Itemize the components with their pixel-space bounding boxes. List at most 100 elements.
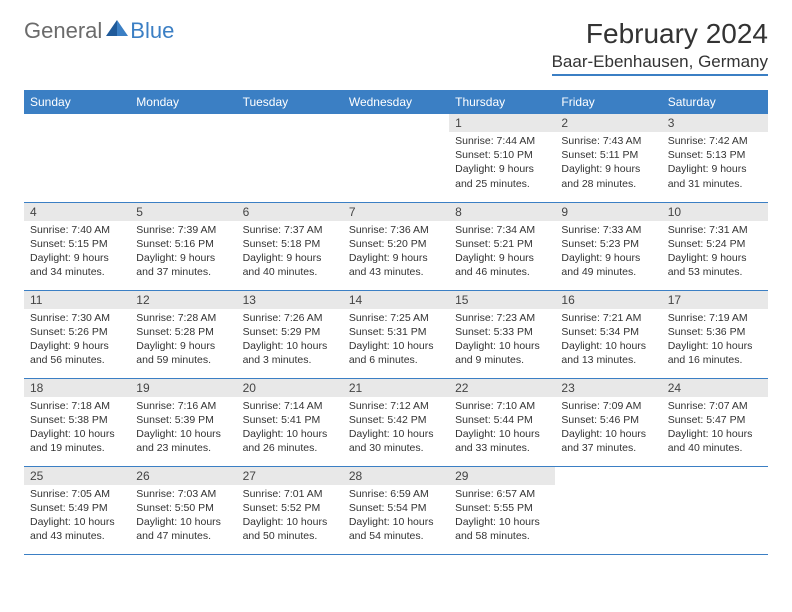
day-number: 23 bbox=[555, 379, 661, 397]
calendar-cell bbox=[237, 114, 343, 202]
day-details: Sunrise: 7:07 AMSunset: 5:47 PMDaylight:… bbox=[662, 397, 768, 460]
day-details: Sunrise: 7:10 AMSunset: 5:44 PMDaylight:… bbox=[449, 397, 555, 460]
day-number: 9 bbox=[555, 203, 661, 221]
day-number: 12 bbox=[130, 291, 236, 309]
day-number: 26 bbox=[130, 467, 236, 485]
day-number: 7 bbox=[343, 203, 449, 221]
day-number: 4 bbox=[24, 203, 130, 221]
calendar-cell: 1Sunrise: 7:44 AMSunset: 5:10 PMDaylight… bbox=[449, 114, 555, 202]
month-title: February 2024 bbox=[552, 18, 768, 50]
day-details: Sunrise: 7:40 AMSunset: 5:15 PMDaylight:… bbox=[24, 221, 130, 284]
calendar-cell: 28Sunrise: 6:59 AMSunset: 5:54 PMDayligh… bbox=[343, 466, 449, 554]
day-number: 3 bbox=[662, 114, 768, 132]
day-number: 28 bbox=[343, 467, 449, 485]
calendar-cell: 4Sunrise: 7:40 AMSunset: 5:15 PMDaylight… bbox=[24, 202, 130, 290]
day-number: 13 bbox=[237, 291, 343, 309]
day-number: 6 bbox=[237, 203, 343, 221]
day-number: 1 bbox=[449, 114, 555, 132]
day-details: Sunrise: 7:05 AMSunset: 5:49 PMDaylight:… bbox=[24, 485, 130, 548]
calendar-cell: 5Sunrise: 7:39 AMSunset: 5:16 PMDaylight… bbox=[130, 202, 236, 290]
calendar-cell bbox=[662, 466, 768, 554]
calendar-row: 1Sunrise: 7:44 AMSunset: 5:10 PMDaylight… bbox=[24, 114, 768, 202]
calendar-row: 11Sunrise: 7:30 AMSunset: 5:26 PMDayligh… bbox=[24, 290, 768, 378]
day-number: 2 bbox=[555, 114, 661, 132]
day-number: 27 bbox=[237, 467, 343, 485]
day-details: Sunrise: 7:14 AMSunset: 5:41 PMDaylight:… bbox=[237, 397, 343, 460]
calendar-body: 1Sunrise: 7:44 AMSunset: 5:10 PMDaylight… bbox=[24, 114, 768, 554]
day-details: Sunrise: 7:28 AMSunset: 5:28 PMDaylight:… bbox=[130, 309, 236, 372]
day-details: Sunrise: 7:34 AMSunset: 5:21 PMDaylight:… bbox=[449, 221, 555, 284]
calendar-cell: 13Sunrise: 7:26 AMSunset: 5:29 PMDayligh… bbox=[237, 290, 343, 378]
weekday-header: Friday bbox=[555, 90, 661, 114]
weekday-header-row: SundayMondayTuesdayWednesdayThursdayFrid… bbox=[24, 90, 768, 114]
calendar-cell: 18Sunrise: 7:18 AMSunset: 5:38 PMDayligh… bbox=[24, 378, 130, 466]
day-number: 8 bbox=[449, 203, 555, 221]
calendar-cell: 14Sunrise: 7:25 AMSunset: 5:31 PMDayligh… bbox=[343, 290, 449, 378]
day-details: Sunrise: 7:16 AMSunset: 5:39 PMDaylight:… bbox=[130, 397, 236, 460]
weekday-header: Sunday bbox=[24, 90, 130, 114]
day-details: Sunrise: 7:30 AMSunset: 5:26 PMDaylight:… bbox=[24, 309, 130, 372]
day-details: Sunrise: 7:09 AMSunset: 5:46 PMDaylight:… bbox=[555, 397, 661, 460]
day-details: Sunrise: 6:59 AMSunset: 5:54 PMDaylight:… bbox=[343, 485, 449, 548]
logo-text-blue: Blue bbox=[130, 18, 174, 43]
calendar-cell: 27Sunrise: 7:01 AMSunset: 5:52 PMDayligh… bbox=[237, 466, 343, 554]
calendar-cell bbox=[343, 114, 449, 202]
calendar-cell bbox=[130, 114, 236, 202]
weekday-header: Saturday bbox=[662, 90, 768, 114]
day-number: 15 bbox=[449, 291, 555, 309]
day-number: 22 bbox=[449, 379, 555, 397]
day-details: Sunrise: 7:21 AMSunset: 5:34 PMDaylight:… bbox=[555, 309, 661, 372]
day-details: Sunrise: 7:23 AMSunset: 5:33 PMDaylight:… bbox=[449, 309, 555, 372]
calendar-table: SundayMondayTuesdayWednesdayThursdayFrid… bbox=[24, 90, 768, 555]
day-details: Sunrise: 7:12 AMSunset: 5:42 PMDaylight:… bbox=[343, 397, 449, 460]
calendar-cell: 11Sunrise: 7:30 AMSunset: 5:26 PMDayligh… bbox=[24, 290, 130, 378]
day-details: Sunrise: 7:19 AMSunset: 5:36 PMDaylight:… bbox=[662, 309, 768, 372]
day-details: Sunrise: 7:18 AMSunset: 5:38 PMDaylight:… bbox=[24, 397, 130, 460]
day-details: Sunrise: 6:57 AMSunset: 5:55 PMDaylight:… bbox=[449, 485, 555, 548]
day-details: Sunrise: 7:42 AMSunset: 5:13 PMDaylight:… bbox=[662, 132, 768, 195]
calendar-row: 4Sunrise: 7:40 AMSunset: 5:15 PMDaylight… bbox=[24, 202, 768, 290]
day-details: Sunrise: 7:44 AMSunset: 5:10 PMDaylight:… bbox=[449, 132, 555, 195]
calendar-cell: 2Sunrise: 7:43 AMSunset: 5:11 PMDaylight… bbox=[555, 114, 661, 202]
day-details: Sunrise: 7:25 AMSunset: 5:31 PMDaylight:… bbox=[343, 309, 449, 372]
calendar-row: 18Sunrise: 7:18 AMSunset: 5:38 PMDayligh… bbox=[24, 378, 768, 466]
day-details: Sunrise: 7:39 AMSunset: 5:16 PMDaylight:… bbox=[130, 221, 236, 284]
calendar-cell: 29Sunrise: 6:57 AMSunset: 5:55 PMDayligh… bbox=[449, 466, 555, 554]
day-number: 10 bbox=[662, 203, 768, 221]
day-details: Sunrise: 7:03 AMSunset: 5:50 PMDaylight:… bbox=[130, 485, 236, 548]
calendar-cell: 12Sunrise: 7:28 AMSunset: 5:28 PMDayligh… bbox=[130, 290, 236, 378]
day-number: 24 bbox=[662, 379, 768, 397]
day-details: Sunrise: 7:26 AMSunset: 5:29 PMDaylight:… bbox=[237, 309, 343, 372]
calendar-cell bbox=[555, 466, 661, 554]
day-details: Sunrise: 7:36 AMSunset: 5:20 PMDaylight:… bbox=[343, 221, 449, 284]
day-number: 14 bbox=[343, 291, 449, 309]
weekday-header: Monday bbox=[130, 90, 236, 114]
day-number: 21 bbox=[343, 379, 449, 397]
calendar-cell: 21Sunrise: 7:12 AMSunset: 5:42 PMDayligh… bbox=[343, 378, 449, 466]
calendar-cell: 20Sunrise: 7:14 AMSunset: 5:41 PMDayligh… bbox=[237, 378, 343, 466]
weekday-header: Wednesday bbox=[343, 90, 449, 114]
header-right: February 2024 Baar-Ebenhausen, Germany bbox=[552, 18, 768, 76]
logo-triangle-icon bbox=[106, 20, 128, 43]
calendar-cell: 19Sunrise: 7:16 AMSunset: 5:39 PMDayligh… bbox=[130, 378, 236, 466]
day-details: Sunrise: 7:43 AMSunset: 5:11 PMDaylight:… bbox=[555, 132, 661, 195]
weekday-header: Tuesday bbox=[237, 90, 343, 114]
calendar-cell bbox=[24, 114, 130, 202]
calendar-cell: 3Sunrise: 7:42 AMSunset: 5:13 PMDaylight… bbox=[662, 114, 768, 202]
day-number: 5 bbox=[130, 203, 236, 221]
day-details: Sunrise: 7:31 AMSunset: 5:24 PMDaylight:… bbox=[662, 221, 768, 284]
day-number: 11 bbox=[24, 291, 130, 309]
day-number: 25 bbox=[24, 467, 130, 485]
calendar-cell: 9Sunrise: 7:33 AMSunset: 5:23 PMDaylight… bbox=[555, 202, 661, 290]
calendar-cell: 23Sunrise: 7:09 AMSunset: 5:46 PMDayligh… bbox=[555, 378, 661, 466]
day-number: 16 bbox=[555, 291, 661, 309]
calendar-cell: 8Sunrise: 7:34 AMSunset: 5:21 PMDaylight… bbox=[449, 202, 555, 290]
weekday-header: Thursday bbox=[449, 90, 555, 114]
day-number: 17 bbox=[662, 291, 768, 309]
day-details: Sunrise: 7:33 AMSunset: 5:23 PMDaylight:… bbox=[555, 221, 661, 284]
logo: General Blue bbox=[24, 18, 174, 44]
day-details: Sunrise: 7:37 AMSunset: 5:18 PMDaylight:… bbox=[237, 221, 343, 284]
day-number: 19 bbox=[130, 379, 236, 397]
calendar-cell: 24Sunrise: 7:07 AMSunset: 5:47 PMDayligh… bbox=[662, 378, 768, 466]
calendar-cell: 25Sunrise: 7:05 AMSunset: 5:49 PMDayligh… bbox=[24, 466, 130, 554]
